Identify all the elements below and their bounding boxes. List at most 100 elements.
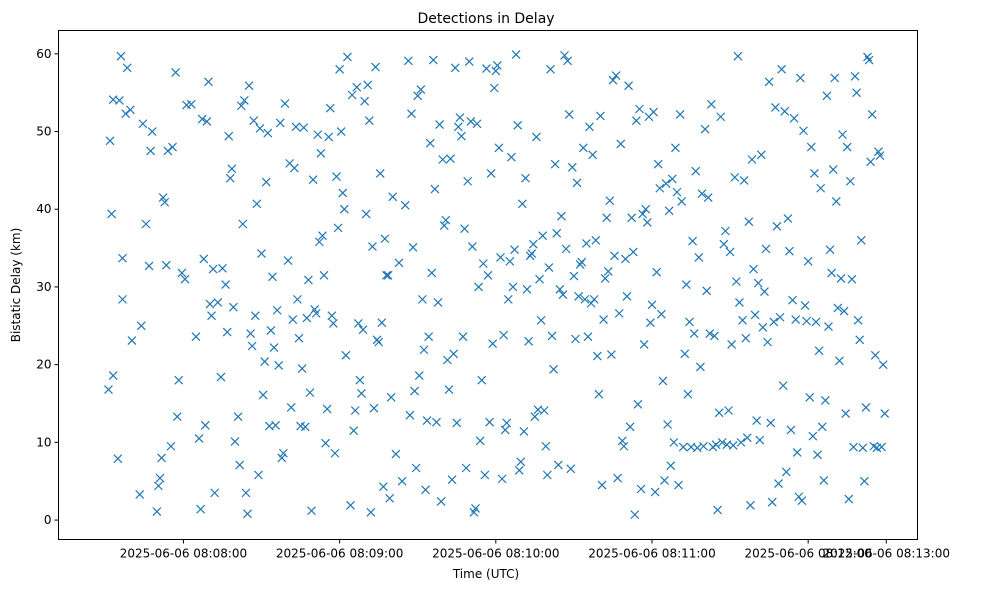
data-point-marker [877,442,887,452]
data-point-marker [361,209,371,219]
data-point-marker [467,242,477,251]
data-point-marker [655,183,665,193]
data-point-marker [530,412,540,422]
data-point-marker [767,497,777,507]
data-point-marker [664,206,674,216]
data-point-marker [293,294,302,304]
data-point-marker [772,221,782,231]
data-point-marker [606,350,616,359]
data-point-marker [146,146,156,156]
data-point-marker [353,319,363,328]
data-point-marker [622,291,632,301]
data-point-marker [414,371,424,380]
data-point-marker [385,493,395,503]
data-point-marker [750,310,760,320]
data-point-marker [761,244,771,254]
data-point-marker [741,333,751,343]
data-point-marker [355,375,365,385]
data-point-marker [511,50,521,60]
data-point-marker [274,361,284,370]
data-point-marker [849,442,858,452]
data-point-marker [656,309,666,319]
data-point-marker [719,239,729,249]
data-point-marker [125,105,135,115]
data-point-marker [836,273,846,283]
data-point-marker [258,390,268,400]
x-tick-label: 2025-06-06 08:09:00 [276,547,403,561]
data-point-marker [439,221,449,230]
data-point-marker [408,242,418,252]
data-point-marker [795,73,805,83]
data-point-marker [208,264,218,274]
data-point-marker [735,298,744,307]
data-point-marker [113,454,123,464]
data-point-marker [403,56,413,66]
data-point-marker [546,64,555,74]
data-point-marker [839,306,849,316]
data-point-marker [635,104,644,114]
data-point-marker [202,116,212,126]
data-point-marker [594,389,604,399]
data-point-marker [705,329,715,338]
data-point-marker [271,420,281,430]
data-point-marker [336,127,346,136]
data-point-marker [844,494,854,504]
data-point-marker [238,219,248,229]
data-point-marker [435,120,445,129]
data-point-marker [614,308,624,318]
data-point-marker [171,68,181,77]
data-point-marker [541,441,551,451]
data-point-marker [144,261,154,271]
data-point-marker [374,337,384,347]
data-point-marker [710,331,719,341]
data-point-marker [364,116,374,126]
data-point-marker [205,299,215,309]
data-point-marker [330,448,340,458]
data-point-marker [472,119,482,129]
data-point-marker [550,159,560,169]
data-point-marker [561,244,571,254]
data-point-marker [658,376,668,386]
data-point-marker [346,500,355,510]
data-point-marker [539,406,549,415]
data-point-marker [366,507,376,517]
data-point-marker [327,311,337,321]
data-point-marker [538,231,548,241]
y-tick-label: 50 [36,125,51,139]
data-point-marker [819,476,829,485]
data-point-marker [834,356,844,366]
data-point-marker [859,476,869,486]
data-point-marker [711,440,721,450]
data-point-marker [649,107,658,117]
data-point-marker [368,242,377,251]
data-point-marker [775,312,785,322]
data-point-marker [625,422,635,432]
data-point-marker [243,509,252,519]
data-point-marker [756,150,766,160]
data-point-marker [638,209,648,219]
data-point-marker [154,481,163,491]
data-point-marker [400,200,410,210]
data-point-marker [725,247,735,257]
data-point-marker [683,389,693,399]
data-point-marker [830,73,840,83]
data-point-marker [514,465,524,475]
plot-frame [58,30,918,540]
data-point-marker [799,126,808,136]
data-point-marker [805,392,815,402]
data-point-marker [781,467,791,477]
data-point-marker [597,480,607,490]
data-point-marker [457,131,466,141]
data-point-marker [528,239,538,249]
data-point-marker [152,507,162,516]
data-point-marker [508,282,518,292]
data-point-marker [639,340,649,349]
data-point-marker [733,51,743,61]
data-point-marker [788,295,797,305]
data-point-marker [717,437,727,447]
data-point-marker [755,435,765,445]
data-point-marker [800,301,810,311]
data-point-marker [424,332,434,342]
data-point-marker [257,249,266,258]
data-point-marker [280,99,290,108]
